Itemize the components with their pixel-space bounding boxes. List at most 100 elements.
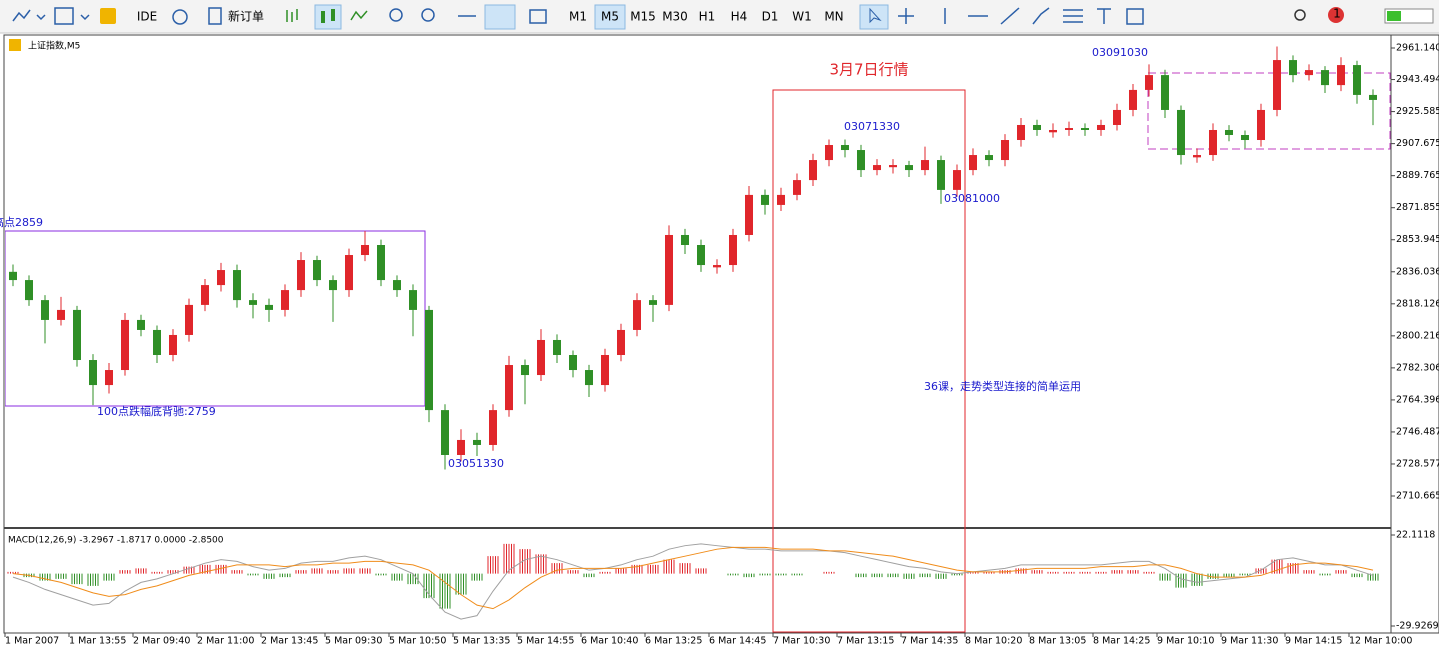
candle-body [985,155,993,161]
candle-body [665,234,673,305]
ide-btn[interactable]: IDE [137,10,157,24]
candle-body [777,194,785,205]
timeframe-btn[interactable]: M15 [630,10,656,24]
candles-btn[interactable] [314,4,342,30]
crosshair-btn[interactable] [898,8,914,24]
line-chart-btn[interactable] [12,9,31,22]
timeframe-btn[interactable]: D1 [762,10,779,24]
candle-body [89,360,97,386]
line-btn[interactable] [350,10,368,21]
text-btn[interactable] [1097,8,1111,24]
timeframe-btn[interactable]: MN [824,10,843,24]
x-tick-label: 8 Mar 10:20 [965,636,1022,647]
x-tick-label: 8 Mar 14:25 [1093,636,1150,647]
x-tick-label: 5 Mar 09:30 [325,636,382,647]
candle-body [249,300,257,305]
candle-body [1129,89,1137,110]
candle-body [57,309,65,320]
candle-body [713,265,721,268]
new-order-btn[interactable]: 新订单 [228,9,264,24]
candle-body [1177,109,1185,156]
annotation: 3月7日行情 [829,61,908,79]
x-tick-label: 7 Mar 13:15 [837,636,894,647]
x-tick-label: 9 Mar 11:30 [1221,636,1278,647]
macd-line [12,546,1374,610]
candle-body [761,194,769,205]
dropdown[interactable] [80,14,90,21]
candle-body [121,319,129,371]
y-tick-label: 2925.5850 [1396,106,1439,117]
candle-body [1225,129,1233,136]
market-btn[interactable] [100,8,116,24]
candle-body [873,165,881,171]
timeframe-btn[interactable]: M5 [601,10,619,24]
candle-body [1353,65,1361,95]
timeframe-btn[interactable]: M1 [569,10,587,24]
x-tick-label: 2 Mar 11:00 [197,636,254,647]
signal-strength-fill [1387,11,1401,21]
indicators-btn[interactable] [54,7,74,25]
candle-body [681,234,689,246]
signals-btn[interactable] [172,9,188,25]
channel-btn[interactable] [1032,7,1050,25]
candle-body [1241,135,1249,141]
timeframe-btn[interactable]: M30 [662,10,688,24]
candle-body [729,234,737,266]
search-btn[interactable] [1294,9,1306,21]
candle-body [393,280,401,291]
candle-body [1097,124,1105,130]
annotation: 03081000 [944,192,1000,205]
x-tick-label: 8 Mar 13:05 [1029,636,1086,647]
candle-body [1081,128,1089,130]
x-tick-label: 5 Mar 14:55 [517,636,574,647]
candle-body [1001,140,1009,161]
x-tick-label: 6 Mar 13:25 [645,636,702,647]
shapes-btn[interactable] [1126,8,1144,25]
candle-body [185,304,193,335]
fibo-btn[interactable] [1063,9,1083,23]
candle-body [1257,109,1265,141]
chart-window: 上证指数,M5 MACD(12,26,9) -3.2967 -1.8717 0.… [0,34,1439,647]
candle-body [905,165,913,171]
candle-body [521,365,529,376]
candle-body [921,160,929,171]
notification-badge[interactable] [1328,7,1344,23]
zoom-in[interactable] [389,8,403,22]
candle-body [825,145,833,161]
dropdown[interactable] [36,14,46,21]
range-box-dashed [1147,72,1391,150]
zoom-out[interactable] [421,8,435,22]
cursor-btn[interactable] [859,4,889,30]
autoscroll-btn[interactable] [484,4,516,30]
y-tick-label: 2746.4870 [1396,426,1439,437]
timeframe-btn[interactable]: W1 [792,10,812,24]
candle-body [489,410,497,445]
notification-count: 1 [1333,7,1341,21]
x-tick-label: 6 Mar 14:45 [709,636,766,647]
annotation: 03091030 [1092,46,1148,59]
candle-body [201,285,209,305]
candle-body [425,309,433,411]
candle-body [153,329,161,356]
timeframe-btn[interactable]: H1 [699,10,716,24]
annotation: 高点2859 [0,215,43,229]
bars-btn[interactable] [286,9,298,22]
screenshot-btn[interactable] [529,9,547,24]
y-tick-label: 2782.3066 [1396,362,1439,373]
candle-body [1113,109,1121,125]
candle-body [857,150,865,171]
candle-body [329,280,337,291]
candle-body [441,410,449,455]
trendline-btn[interactable] [1000,7,1020,25]
candle-body [697,245,705,266]
timeframe-btn[interactable]: H4 [731,10,748,24]
cursor-icon [869,7,882,24]
candle-body [137,319,145,330]
new-order-icon[interactable] [208,7,222,25]
annotation: 03051330 [448,457,504,470]
macd-line [12,543,1374,620]
candle-body [1305,70,1313,76]
x-tick-label: 9 Mar 10:10 [1157,636,1214,647]
candle-body [1017,124,1025,141]
x-tick-label: 7 Mar 14:35 [901,636,958,647]
